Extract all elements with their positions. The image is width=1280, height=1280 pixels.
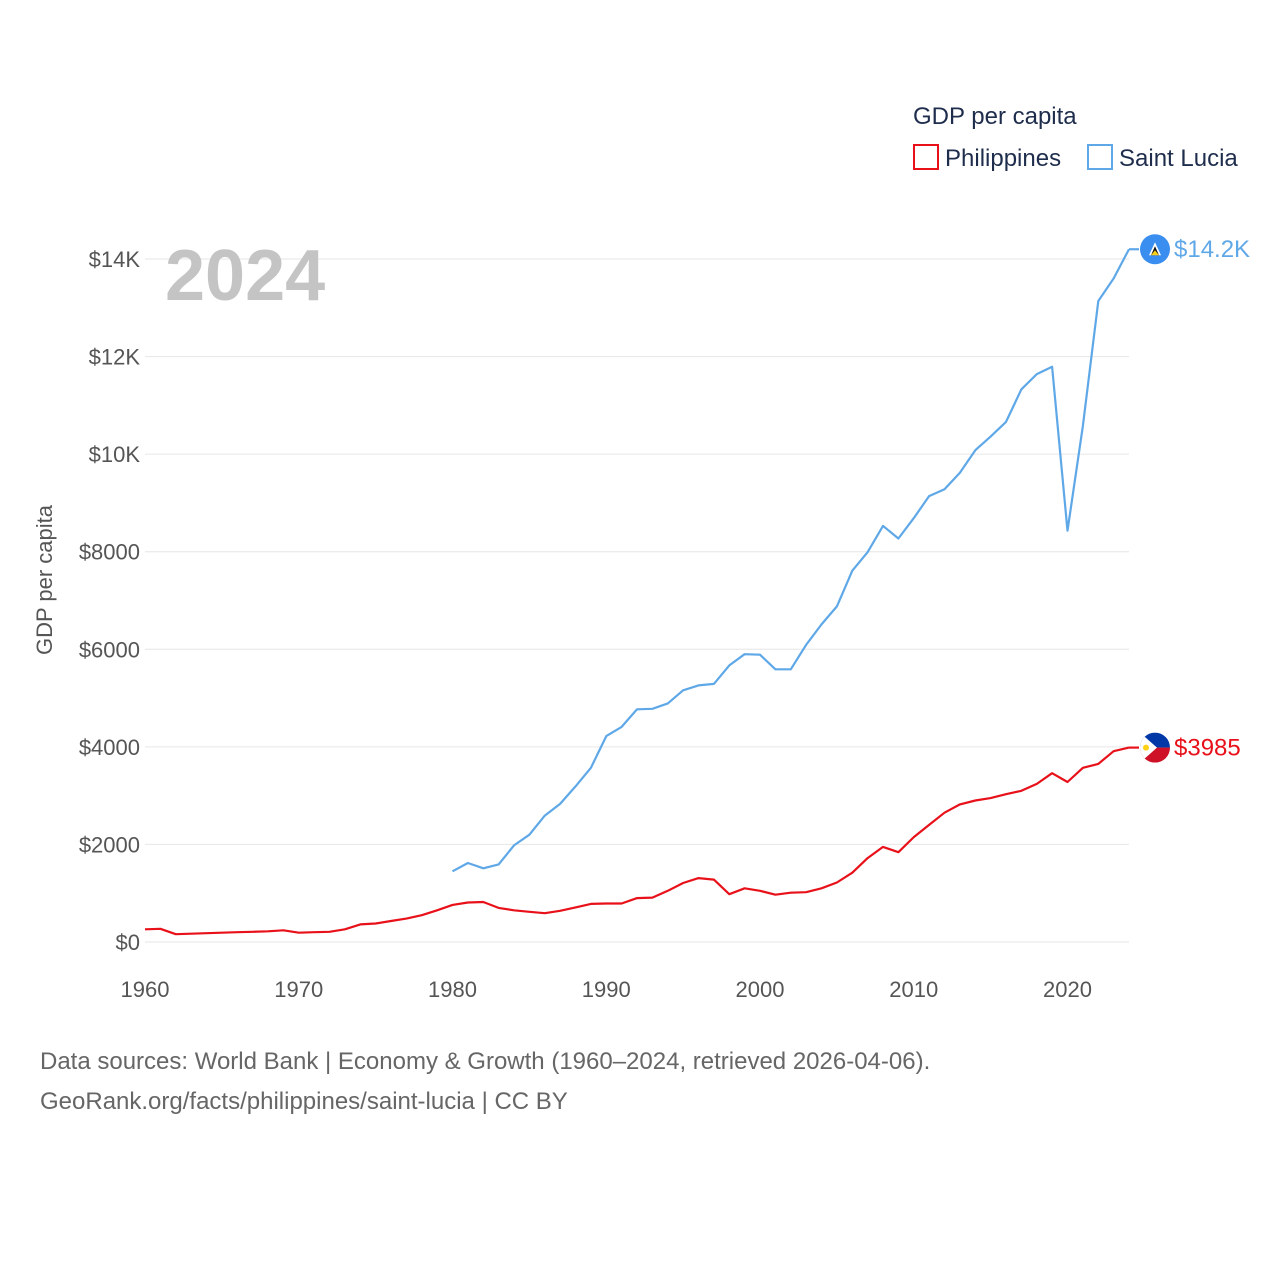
source-line-1: Data sources: World Bank | Economy & Gro… <box>40 1048 931 1075</box>
x-tick-label: 2020 <box>1043 977 1092 1002</box>
y-tick-label: $10K <box>89 442 141 467</box>
gridlines <box>145 258 1129 943</box>
x-tick-label: 2000 <box>736 977 785 1002</box>
legend-swatch-philippines[interactable] <box>913 144 939 170</box>
x-tick-label: 1970 <box>274 977 323 1002</box>
y-tick-label: $8000 <box>79 540 140 565</box>
x-tick-label: 1990 <box>582 977 631 1002</box>
end-labels: $3985 $14.2K <box>1129 234 1250 763</box>
source-link[interactable]: GeoRank.org/facts/philippines/saint-luci… <box>40 1088 568 1115</box>
y-axis: $0 $2000 $4000 $6000 $8000 $10K $12K $14K <box>79 247 141 955</box>
x-axis: 1960 1970 1980 1990 2000 2010 2020 <box>121 977 1092 1002</box>
philippines-flag-icon <box>1140 732 1170 763</box>
saint-lucia-flag-icon <box>1140 234 1170 265</box>
legend-swatch-saint-lucia[interactable] <box>1087 144 1113 170</box>
legend-label-saint-lucia[interactable]: Saint Lucia <box>1119 145 1238 172</box>
series-line-saint-lucia[interactable] <box>451 248 1130 873</box>
end-value-label-saint-lucia: $14.2K <box>1174 236 1250 263</box>
legend: GDP per capita Philippines Saint Lucia <box>913 103 1238 172</box>
y-tick-label: $2000 <box>79 832 140 857</box>
y-axis-title: GDP per capita <box>32 504 57 655</box>
x-tick-label: 1960 <box>121 977 170 1002</box>
legend-title: GDP per capita <box>913 103 1077 130</box>
source-caption: Data sources: World Bank | Economy & Gro… <box>40 1042 930 1122</box>
current-year-label: 2024 <box>165 236 325 316</box>
y-tick-label: $4000 <box>79 735 140 760</box>
end-value-label-philippines: $3985 <box>1174 735 1241 762</box>
y-tick-label: $14K <box>89 247 141 272</box>
series-line-philippines[interactable] <box>144 746 1130 936</box>
x-tick-label: 1980 <box>428 977 477 1002</box>
y-tick-label: $12K <box>89 345 141 370</box>
y-tick-label: $0 <box>116 930 140 955</box>
series-lines <box>144 248 1130 936</box>
legend-label-philippines[interactable]: Philippines <box>945 145 1061 172</box>
y-tick-label: $6000 <box>79 637 140 662</box>
x-tick-label: 2010 <box>889 977 938 1002</box>
